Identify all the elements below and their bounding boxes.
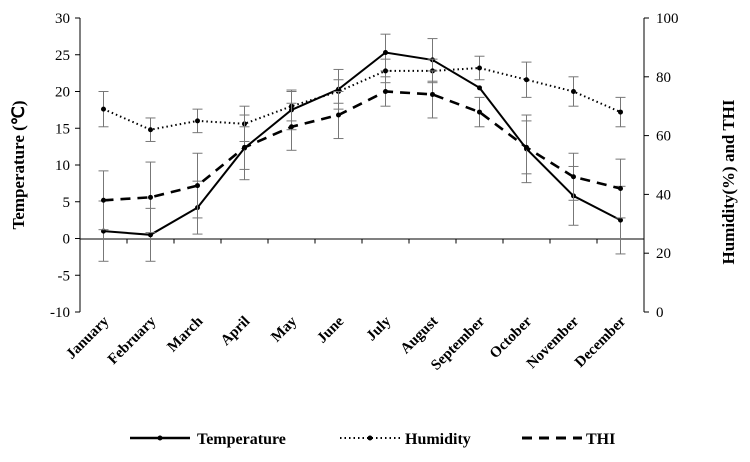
- category-label-april: April: [218, 314, 253, 349]
- data-point: [524, 77, 529, 83]
- right-tick-label: 20: [656, 246, 671, 262]
- data-point: [242, 144, 247, 150]
- category-label-march: March: [165, 313, 207, 355]
- left-y-ticks: -10 -5 0 5 10 15 20 25 30: [50, 11, 80, 321]
- category-label-december: December: [572, 313, 629, 370]
- data-point: [477, 109, 482, 115]
- data-point: [289, 124, 294, 130]
- data-point: [101, 106, 106, 112]
- left-tick-label: 30: [55, 11, 70, 27]
- legend-humidity-marker: [367, 435, 373, 441]
- data-point: [101, 197, 106, 203]
- left-tick-label: -10: [50, 305, 70, 321]
- data-point: [618, 186, 623, 192]
- data-point: [571, 89, 576, 94]
- series-humidity: [98, 55, 626, 142]
- series-thi: [98, 70, 626, 234]
- series-line-humidity: [103, 66, 621, 131]
- series-line-temperature: [103, 51, 621, 236]
- left-tick-label: 25: [55, 48, 70, 64]
- left-tick-label: -5: [58, 268, 71, 284]
- data-point: [195, 118, 200, 124]
- data-point: [148, 232, 153, 238]
- legend-temperature-marker: [157, 435, 163, 441]
- right-y-ticks: 0 20 40 60 80 100: [644, 11, 679, 321]
- category-label-february: February: [105, 313, 160, 368]
- category-label-may: May: [268, 313, 300, 345]
- data-point: [524, 144, 529, 150]
- category-label-july: July: [364, 313, 395, 344]
- data-point: [383, 68, 388, 74]
- data-point: [477, 65, 482, 71]
- x-ticks: [79, 238, 645, 244]
- series-layer: [98, 33, 626, 262]
- data-point: [383, 50, 388, 56]
- category-label-october: October: [487, 313, 536, 362]
- legend-humidity-label: Humidity: [405, 431, 471, 448]
- category-label-august: August: [398, 314, 442, 358]
- data-point: [571, 174, 576, 180]
- legend-temperature-label: Temperature: [197, 431, 286, 448]
- axes: [79, 18, 645, 312]
- series-temperature: [98, 33, 626, 262]
- right-axis-title: Humidity(%) and THI: [719, 99, 738, 264]
- left-tick-label: 0: [63, 232, 71, 248]
- data-point: [148, 194, 153, 200]
- data-point: [618, 217, 623, 223]
- right-tick-label: 0: [656, 305, 664, 321]
- left-tick-label: 20: [55, 85, 70, 101]
- data-point: [195, 183, 200, 189]
- right-tick-label: 80: [656, 70, 671, 86]
- data-point: [477, 85, 482, 91]
- left-tick-label: 5: [63, 195, 71, 211]
- data-point: [336, 112, 341, 118]
- right-tick-label: 60: [656, 129, 671, 145]
- data-point: [430, 91, 435, 97]
- data-point: [383, 89, 388, 94]
- category-label-june: June: [314, 313, 347, 346]
- right-tick-label: 100: [656, 11, 679, 27]
- legend-thi-label: THI: [586, 431, 615, 448]
- left-tick-label: 10: [55, 158, 70, 174]
- legend: Temperature Humidity THI: [130, 431, 615, 448]
- category-label-november: November: [524, 313, 583, 372]
- data-point: [148, 127, 153, 133]
- data-point: [618, 109, 623, 115]
- left-axis-title: Temperature (℃): [9, 100, 28, 229]
- series-line-thi: [103, 90, 621, 202]
- left-tick-label: 15: [55, 121, 70, 137]
- right-tick-label: 40: [656, 187, 671, 203]
